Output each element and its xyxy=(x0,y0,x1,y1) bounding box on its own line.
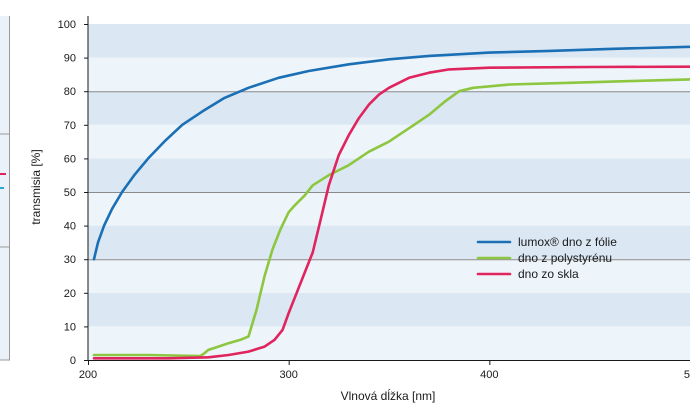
plot-band xyxy=(88,158,690,192)
left-partial-panel xyxy=(0,16,10,361)
plot-band xyxy=(88,292,690,327)
y-axis-label: transmisia [%] xyxy=(29,149,43,224)
y-tick-label: 100 xyxy=(58,19,76,31)
y-tick-label: 90 xyxy=(64,53,76,65)
x-axis-label: Vlnová dĺžka [nm] xyxy=(341,388,436,403)
legend-label: dno z polystyrénu xyxy=(518,251,612,265)
plot-band xyxy=(88,259,690,293)
plot-band xyxy=(88,24,690,58)
axes xyxy=(87,16,690,361)
plot-band xyxy=(88,57,690,92)
y-tick-label: 70 xyxy=(64,120,76,132)
legend-label: lumox® dno z fólie xyxy=(518,235,617,249)
series-lines xyxy=(92,45,690,360)
plot-band xyxy=(88,91,690,125)
gridlines xyxy=(88,91,690,261)
left-partial-plot-area xyxy=(0,16,10,360)
y-tick-label: 20 xyxy=(64,288,76,300)
legend-label: dno zo skla xyxy=(518,267,579,281)
x-tick-label: 5 xyxy=(684,369,690,381)
y-tick-label: 40 xyxy=(64,221,76,233)
y-tick-label: 0 xyxy=(70,355,76,367)
y-tick-label: 80 xyxy=(64,86,76,98)
x-axis-ticks: 200 300 400 5 xyxy=(79,360,690,381)
legend: lumox® dno z fólie dno z polystyrénu dno z… xyxy=(476,235,617,281)
x-tick-label: 400 xyxy=(480,369,498,381)
y-tick-label: 50 xyxy=(64,187,76,199)
series-line-2 xyxy=(92,78,690,358)
y-tick-label: 30 xyxy=(64,254,76,266)
plot-background-bands xyxy=(88,24,690,360)
y-tick-label: 10 xyxy=(64,321,76,333)
plot-band xyxy=(88,326,690,360)
y-axis-ticks: 0 10 20 30 40 50 60 70 80 90 100 xyxy=(58,19,88,367)
x-tick-label: 300 xyxy=(279,369,297,381)
plot-band xyxy=(88,225,690,260)
x-tick-label: 200 xyxy=(79,369,97,381)
series-line-3 xyxy=(92,65,690,360)
y-tick-label: 60 xyxy=(64,153,76,165)
series-line-1 xyxy=(92,45,690,261)
plot-band xyxy=(88,192,690,226)
